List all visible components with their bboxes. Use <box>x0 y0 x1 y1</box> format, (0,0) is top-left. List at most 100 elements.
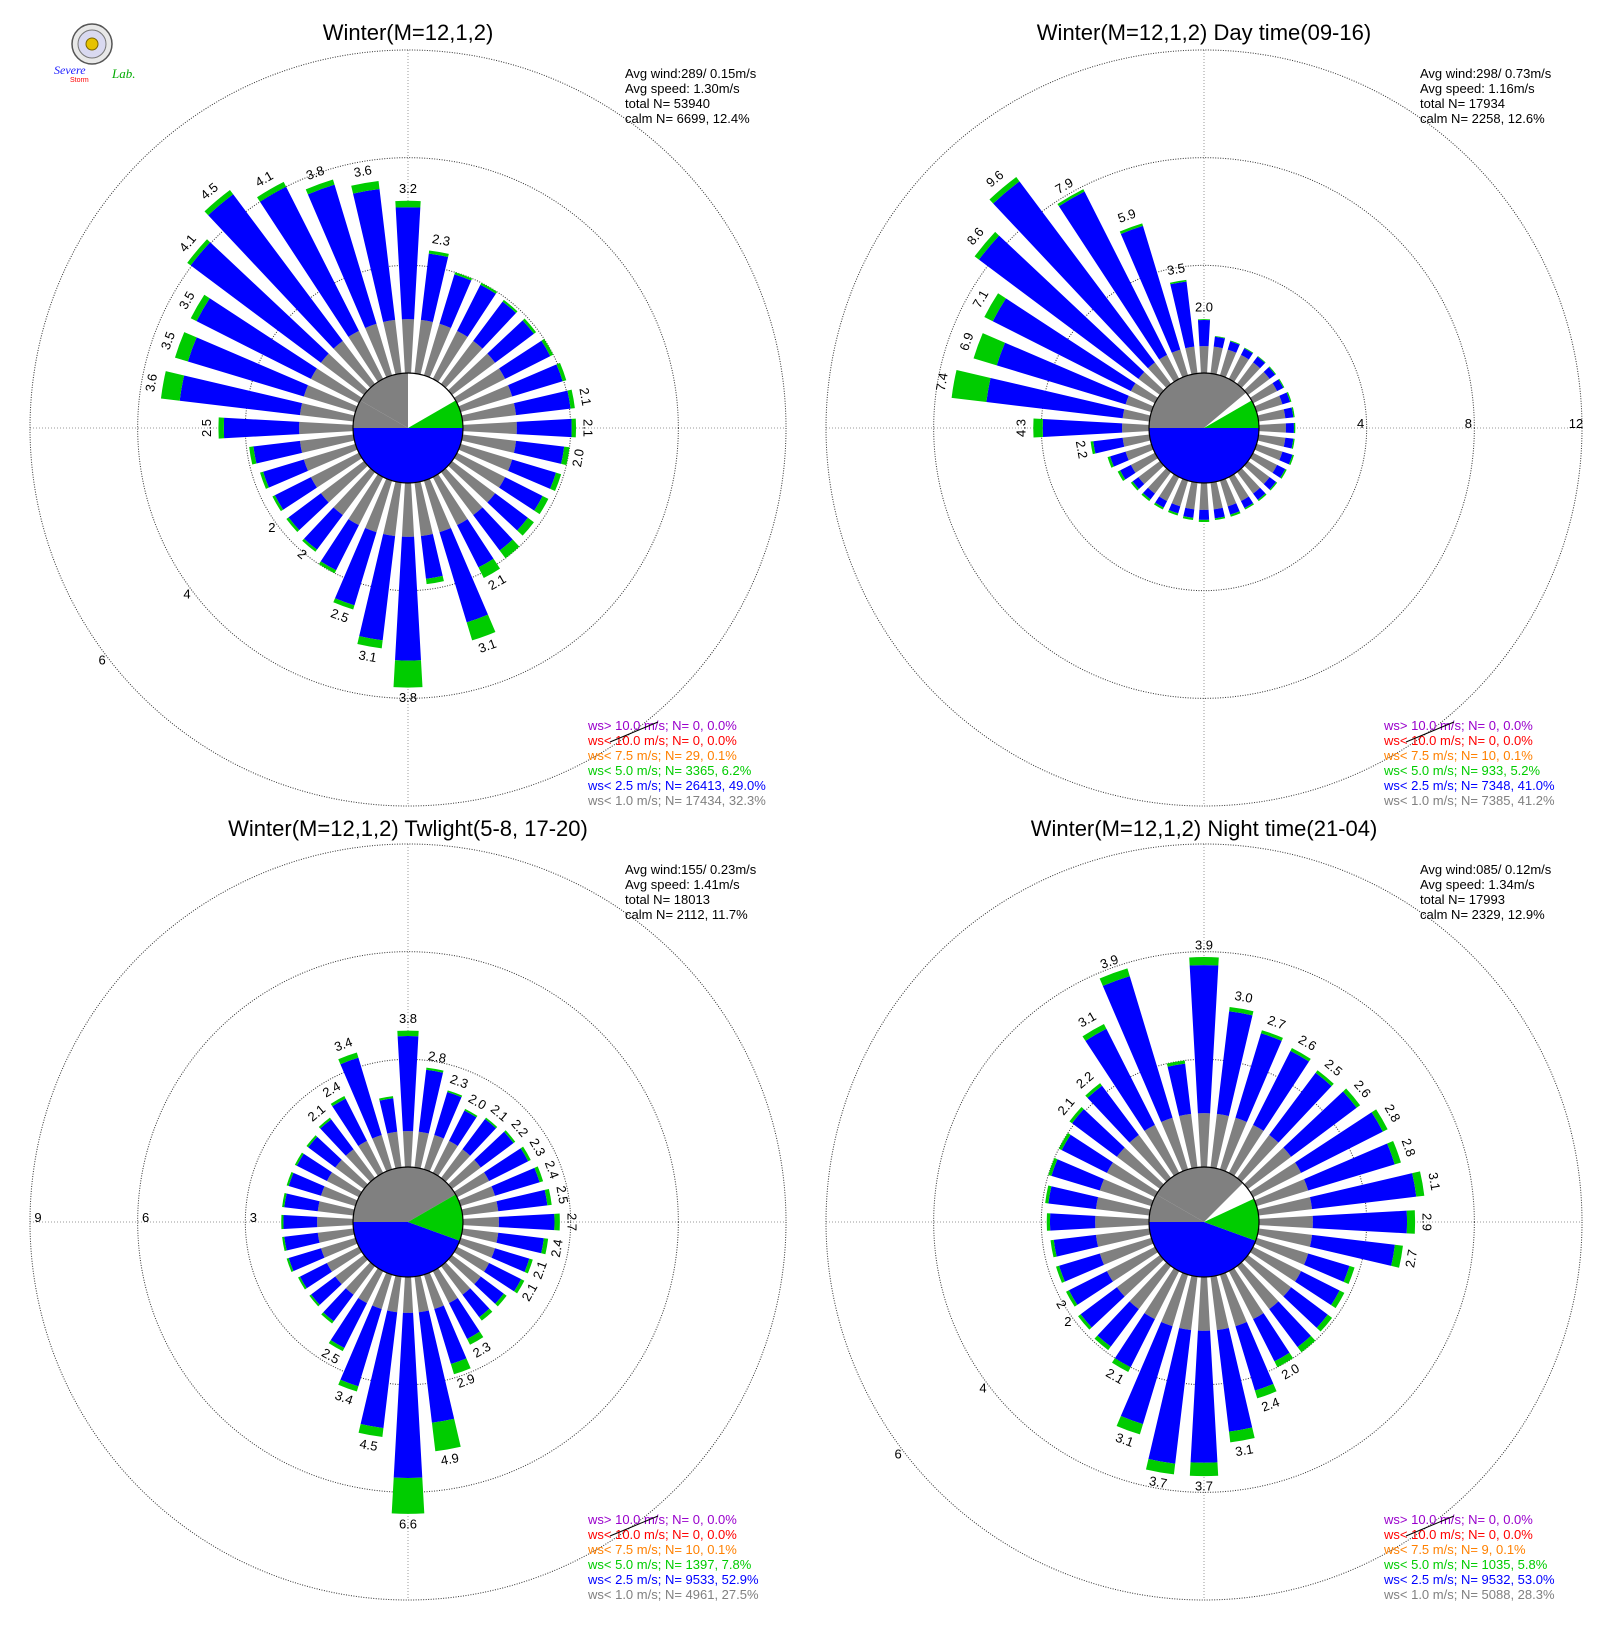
bar-segment-5ms <box>309 1294 320 1307</box>
legend-entry: ws< 2.5 m/s; N= 9533, 52.9% <box>587 1572 759 1587</box>
bar-value-label: 3.5 <box>1166 260 1186 278</box>
bar-segment-2-5ms <box>1283 437 1294 449</box>
bar-value-label: 3.5 <box>176 289 198 312</box>
bar-value-label: 2.8 <box>1399 1136 1419 1158</box>
logo-text-storm: Storm <box>70 77 89 84</box>
ring-label: 4 <box>1357 416 1364 431</box>
bar-segment-2-5ms <box>288 493 329 531</box>
bar-value-label: 2.4 <box>542 1159 562 1181</box>
bar-segment-2-5ms <box>448 1298 480 1340</box>
bar-segment-calm-1ms <box>310 368 362 404</box>
bar-value-label: 4.5 <box>197 179 220 202</box>
bar-segment-5ms <box>1141 493 1151 502</box>
bar-segment-5ms <box>190 294 210 322</box>
bar-segment-5ms <box>1090 441 1096 455</box>
bar-segment-calm-1ms <box>326 1246 362 1272</box>
panel-title: Winter(M=12,1,2) Twlight(5-8, 17-20) <box>228 816 588 841</box>
ring-8 <box>933 157 1475 699</box>
bar-segment-2-5ms <box>993 181 1155 369</box>
bar-segment-2-5ms <box>1283 1091 1357 1157</box>
bar-segment-5ms <box>1050 1239 1057 1258</box>
bar-segment-2-5ms <box>457 284 496 337</box>
legend-entry: ws< 10.0 m/s; N= 0, 0.0% <box>587 1527 737 1542</box>
bar-segment-5ms <box>1107 456 1114 468</box>
bar-value-label: 2 <box>1053 1297 1070 1311</box>
bar-value-label: 2.9 <box>1420 1213 1435 1231</box>
calm-circle-outline <box>1148 1166 1260 1278</box>
bar-segment-calm-1ms <box>1129 1134 1172 1182</box>
bar-segment-calm-1ms <box>1185 481 1198 510</box>
bar-segment-2-5ms <box>1213 507 1225 519</box>
bar-segment-5ms <box>520 1146 531 1162</box>
bar-segment-2-5ms <box>1253 1313 1290 1362</box>
bar-segment-2-5ms <box>499 477 543 511</box>
calm-pie-gray <box>1204 373 1247 428</box>
bar-segment-calm-1ms <box>1122 423 1150 433</box>
bar-value-label: 6.6 <box>399 1516 417 1531</box>
bar-segment-calm-1ms <box>458 443 513 471</box>
bar-segment-calm-1ms <box>1244 371 1270 396</box>
bar-segment-calm-1ms <box>365 323 393 378</box>
bar-segment-2-5ms <box>1235 1033 1282 1122</box>
bar-value-label: 3.8 <box>304 163 326 183</box>
bar-segment-5ms <box>1288 454 1295 466</box>
bar-segment-calm-1ms <box>1254 1179 1309 1207</box>
bar-segment-5ms <box>294 1152 304 1166</box>
bar-segment-2-5ms <box>1142 487 1155 500</box>
bar-value-label: 2.4 <box>1259 1394 1281 1414</box>
bar-segment-2-5ms <box>320 519 359 571</box>
bar-segment-calm-1ms <box>1125 395 1154 413</box>
bar-value-label: 2.1 <box>530 1259 550 1281</box>
legend-entry: ws< 1.0 m/s; N= 7385, 41.2% <box>1383 793 1555 808</box>
bar-segment-2-5ms <box>516 418 572 438</box>
calm-pie-green <box>408 400 463 428</box>
wind-rose-panel-1: 2463.22.32.12.12.02.13.13.83.12.522.53.6… <box>29 20 787 808</box>
bar-segment-2-5ms <box>1097 1301 1139 1347</box>
bar-segment-2-5ms <box>484 1148 529 1182</box>
bar-segment-5ms <box>467 1331 484 1345</box>
bar-value-label: 4.5 <box>358 1436 378 1454</box>
bar-segment-2-5ms <box>1269 1301 1311 1348</box>
legend-entry: ws< 1.0 m/s; N= 5088, 28.3% <box>1383 1587 1555 1602</box>
bar-segment-calm-1ms <box>320 460 368 503</box>
bar-value-label: 2.0 <box>1195 300 1213 315</box>
bar-segment-5ms <box>522 318 537 334</box>
bar-segment-calm-1ms <box>432 330 468 382</box>
ring-4 <box>137 157 679 699</box>
bar-segment-calm-1ms <box>432 1140 458 1176</box>
bar-value-label: 2.2 <box>1073 439 1091 459</box>
stat-avg-wind: Avg wind:289/ 0.15m/s <box>625 66 757 81</box>
bar-segment-calm-1ms <box>423 478 451 533</box>
bar-segment-5ms <box>1343 1265 1355 1284</box>
bar-value-label: 2.0 <box>569 448 587 468</box>
bar-segment-5ms <box>1278 378 1285 388</box>
bar-value-label: 2.9 <box>455 1371 477 1391</box>
bar-segment-5ms <box>379 1096 394 1101</box>
bar-segment-2-5ms <box>1042 418 1123 438</box>
bar-segment-2-5ms <box>1120 464 1136 480</box>
bar-segment-calm-1ms <box>448 353 496 396</box>
bar-segment-calm-1ms <box>448 460 496 503</box>
bar-segment-2-5ms <box>1253 1050 1309 1131</box>
bar-segment-2-5ms <box>1048 1186 1099 1210</box>
bar-value-label: 2.8 <box>427 1048 447 1066</box>
bar-segment-5ms <box>1291 438 1295 449</box>
bar-segment-2-5ms <box>473 301 517 349</box>
bar-segment-calm-1ms <box>1250 1246 1302 1282</box>
bar-segment-calm-1ms <box>335 1159 368 1190</box>
bar-segment-5ms <box>1316 1314 1333 1332</box>
bar-segment-2-5ms <box>513 390 571 416</box>
bar-segment-2-5ms <box>487 493 528 531</box>
bar-segment-2-5ms <box>320 1119 354 1156</box>
bar-segment-2-5ms <box>1216 1011 1253 1117</box>
legend-strike <box>1405 1515 1455 1537</box>
bar-value-label: 3.4 <box>332 1034 354 1054</box>
bar-segment-2-5ms <box>1120 1322 1173 1425</box>
bar-segment-calm-1ms <box>1179 1113 1198 1169</box>
bar-segment-calm-1ms <box>1185 346 1198 375</box>
bar-segment-2-5ms <box>1167 1063 1192 1117</box>
bar-segment-2-5ms <box>1189 965 1219 1114</box>
bar-segment-2-5ms <box>1197 319 1211 347</box>
stat-calm-n: calm N= 6699, 12.4% <box>625 111 750 126</box>
bar-segment-calm-1ms <box>383 481 402 537</box>
